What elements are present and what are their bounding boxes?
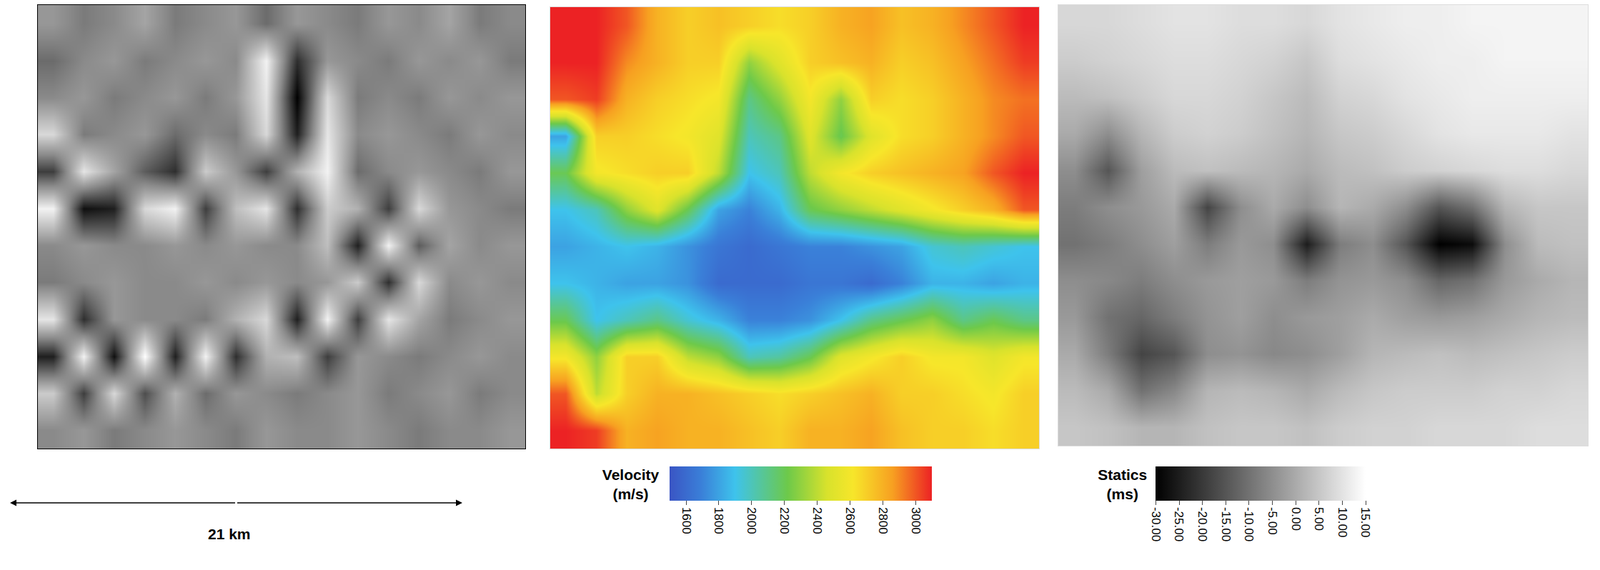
svg-text:Velocity(m/s): Velocity(m/s) — [602, 466, 660, 503]
svg-text:0.00: 0.00 — [1289, 507, 1303, 531]
svg-text:-30.00: -30.00 — [1149, 507, 1163, 542]
svg-text:21 km: 21 km — [207, 525, 251, 543]
svg-text:5.00: 5.00 — [1312, 507, 1326, 531]
svg-text:Statics(ms): Statics(ms) — [1097, 466, 1147, 503]
svg-text:-5.00: -5.00 — [1265, 507, 1280, 536]
svg-text:1800: 1800 — [711, 507, 726, 535]
svg-text:2400: 2400 — [810, 507, 824, 535]
svg-text:-10.00: -10.00 — [1241, 507, 1256, 542]
svg-text:2200: 2200 — [777, 507, 792, 535]
svg-text:-25.00: -25.00 — [1171, 507, 1186, 542]
svg-text:10.00: 10.00 — [1335, 507, 1350, 539]
svg-text:-20.00: -20.00 — [1195, 507, 1210, 542]
svg-text:1600: 1600 — [679, 507, 694, 535]
svg-text:-15.00: -15.00 — [1219, 507, 1233, 542]
svg-text:3000: 3000 — [908, 507, 923, 535]
svg-text:15.00: 15.00 — [1358, 507, 1373, 539]
svg-text:2000: 2000 — [744, 507, 759, 535]
svg-text:2800: 2800 — [876, 507, 890, 535]
svg-text:2600: 2600 — [843, 507, 857, 535]
